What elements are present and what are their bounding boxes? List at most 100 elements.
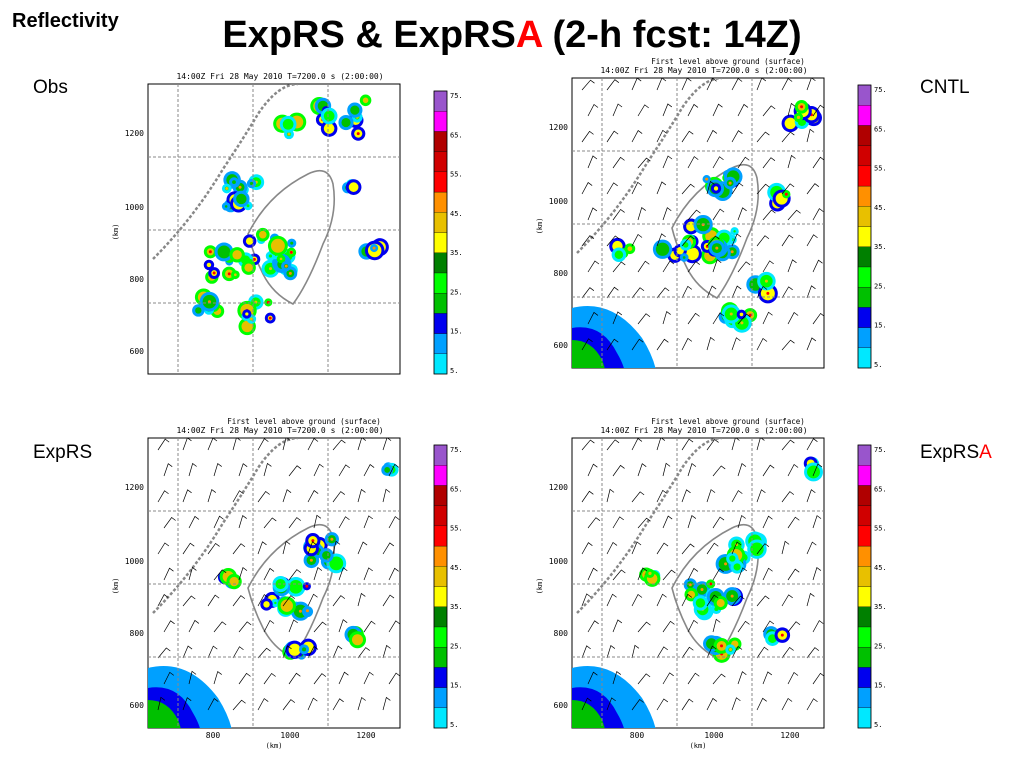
- reflectivity-peak: [225, 186, 229, 190]
- wind-barb: [656, 698, 669, 711]
- wind-barb: [332, 439, 346, 451]
- wind-barb: [257, 647, 271, 659]
- color-scale-segment: [857, 307, 872, 328]
- wind-barb: [656, 542, 669, 555]
- wind-barb: [656, 78, 667, 91]
- panel-label-obs: Obs: [33, 77, 68, 99]
- reflectivity-core: [807, 465, 820, 479]
- wind-barb: [213, 462, 222, 477]
- wind-barb: [737, 207, 747, 221]
- wind-barb: [282, 595, 296, 607]
- wind-barb: [756, 595, 770, 607]
- wind-barb: [662, 515, 673, 529]
- wind-barb: [712, 208, 725, 221]
- reflectivity-core: [288, 643, 301, 656]
- wind-barb: [731, 233, 742, 247]
- wind-barb: [207, 698, 219, 711]
- wind-barb: [382, 644, 391, 659]
- wind-barb: [388, 567, 399, 581]
- wind-barb: [357, 647, 370, 659]
- wind-barb: [338, 464, 350, 477]
- wind-barb: [282, 489, 292, 503]
- wind-barb: [357, 541, 368, 555]
- wind-barb: [656, 129, 667, 143]
- color-scale-label: 45.: [874, 204, 887, 212]
- reflectivity-core: [739, 312, 744, 317]
- wind-barb: [263, 567, 275, 581]
- wind-barb: [182, 645, 193, 659]
- wind-barb: [756, 543, 770, 555]
- wind-barb: [762, 515, 773, 529]
- wind-barb: [812, 620, 824, 633]
- reflectivity-core: [716, 599, 725, 608]
- color-scale-segment: [433, 545, 448, 567]
- wind-barb: [631, 593, 643, 607]
- color-scale-segment: [857, 165, 872, 187]
- color-scale-label: 25.: [874, 282, 887, 290]
- wind-barb: [737, 103, 749, 117]
- wind-barb: [662, 103, 673, 117]
- wind-barb: [781, 339, 795, 351]
- y-tick-label: 600: [554, 341, 569, 350]
- wind-barb: [737, 620, 750, 633]
- wind-barb: [606, 541, 618, 555]
- wind-barb: [731, 337, 741, 351]
- wind-barb: [357, 488, 366, 503]
- y-tick-label: 1200: [125, 129, 144, 138]
- wind-barb: [388, 672, 400, 685]
- wind-barb: [332, 491, 345, 503]
- wind-barb: [662, 672, 674, 685]
- reflectivity-peak: [305, 609, 309, 613]
- reflectivity-peak: [238, 185, 242, 189]
- color-scale-label: 15.: [874, 682, 887, 690]
- wind-barb: [257, 698, 269, 711]
- y-axis-unit: (km): [112, 578, 120, 595]
- wind-barb: [587, 517, 601, 529]
- wind-barb: [662, 310, 671, 325]
- reflectivity-peak: [330, 537, 334, 541]
- reflectivity-core: [682, 256, 686, 259]
- reflectivity-core: [351, 634, 364, 646]
- panel-cntl: First level above ground (surface) 14:00Z…: [532, 58, 932, 398]
- reflectivity-peak: [311, 539, 315, 543]
- reflectivity-core: [274, 601, 277, 605]
- reflectivity-peak: [730, 594, 734, 598]
- wind-barb: [662, 620, 675, 633]
- wind-barb: [756, 285, 768, 299]
- wind-barb: [188, 566, 197, 581]
- reflectivity-peak: [700, 587, 704, 591]
- panel-label-cntl: CNTL: [920, 77, 970, 99]
- color-scale-segment: [857, 84, 872, 106]
- wind-barb: [188, 619, 200, 633]
- reflectivity-peak: [764, 279, 768, 283]
- wind-barb: [737, 567, 747, 581]
- wind-barb: [762, 464, 775, 477]
- wind-barb: [188, 515, 200, 529]
- slide-title: ExpRS & ExpRSA (2-h fcst: 14Z): [0, 14, 1024, 57]
- wind-barb: [781, 234, 794, 247]
- color-scale-segment: [433, 626, 448, 648]
- reflectivity-core: [341, 117, 351, 128]
- wind-barb: [687, 156, 699, 169]
- wind-barb: [332, 595, 346, 607]
- coastline: [576, 78, 723, 254]
- panel-label-accent: A: [979, 442, 992, 463]
- stratiform-rain-peak: [572, 340, 605, 368]
- color-scale-frame: [857, 444, 872, 729]
- reflectivity-core: [279, 257, 283, 261]
- wind-barb: [313, 621, 327, 633]
- wind-barb: [637, 313, 651, 325]
- wind-barb: [656, 646, 668, 659]
- wind-barb: [631, 130, 643, 143]
- wind-barb: [581, 439, 595, 451]
- wind-barb: [787, 259, 797, 273]
- wind-barb: [232, 490, 244, 503]
- wind-barb: [182, 438, 192, 451]
- wind-barb: [756, 438, 765, 451]
- y-tick-label: 1200: [549, 123, 568, 132]
- color-scale-segment: [857, 586, 872, 607]
- color-scale-segment: [433, 333, 448, 354]
- wind-barb: [687, 515, 697, 529]
- wind-barb: [737, 671, 747, 685]
- wind-barb: [731, 697, 741, 711]
